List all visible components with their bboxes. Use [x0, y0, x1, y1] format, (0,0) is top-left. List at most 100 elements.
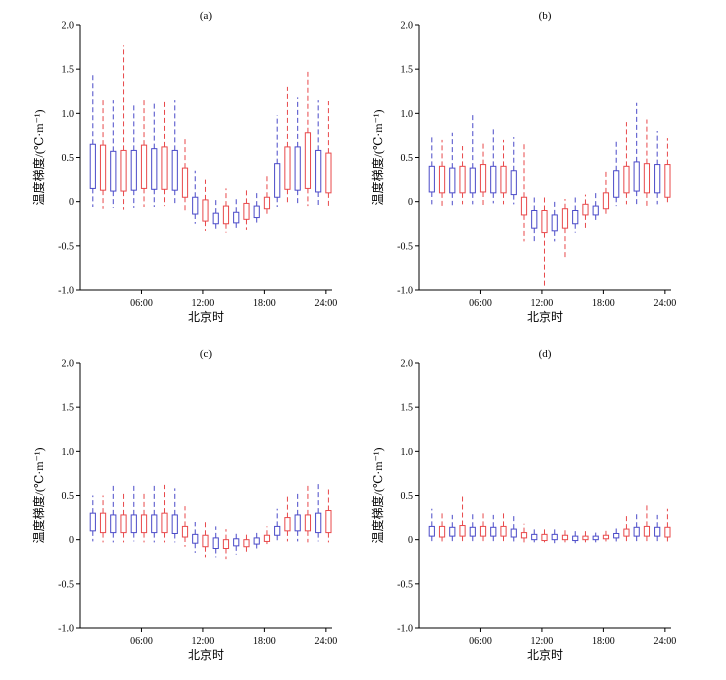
- iqr-box: [202, 534, 209, 548]
- box-red: [602, 170, 610, 215]
- box-blue: [592, 192, 599, 222]
- iqr-box: [140, 514, 148, 534]
- iqr-box: [161, 146, 168, 190]
- box-blue: [613, 526, 620, 542]
- iqr-box: [181, 525, 189, 538]
- iqr-box: [541, 533, 548, 542]
- box-red: [181, 138, 189, 213]
- iqr-box: [438, 525, 446, 538]
- box-blue: [510, 514, 517, 542]
- x-tick-label: 12:00: [531, 298, 554, 309]
- box-red: [284, 86, 291, 205]
- y-tick-label: 2.0: [401, 21, 414, 32]
- box-blue: [253, 532, 260, 549]
- box-blue: [130, 484, 137, 542]
- y-tick-label: -1.0: [397, 624, 413, 635]
- iqr-box: [212, 212, 219, 225]
- iqr-box: [274, 525, 281, 536]
- box-blue: [253, 191, 260, 226]
- x-tick-label: 06:00: [469, 636, 492, 647]
- iqr-box: [130, 514, 137, 534]
- iqr-box: [243, 202, 250, 220]
- y-tick-label: -1.0: [58, 624, 74, 635]
- iqr-box: [161, 512, 168, 534]
- panel-label: (d): [539, 348, 552, 360]
- y-axis-title: 温度梯度/(℃·m⁻¹): [370, 109, 385, 205]
- box-blue: [294, 97, 301, 207]
- box-blue: [171, 100, 178, 207]
- box-blue: [110, 484, 117, 543]
- box-blue: [510, 137, 517, 205]
- iqr-box: [561, 208, 569, 229]
- box-red: [541, 527, 548, 543]
- box-blue: [592, 532, 599, 543]
- box-red: [140, 98, 148, 207]
- y-tick-label: 0: [69, 535, 74, 546]
- box-red: [284, 493, 291, 542]
- chart-panel-d: (d) -1.0 -0.5 0 0.5 1.0 1.5 2.0 06:00 12:00 18:00 2…: [370, 348, 676, 662]
- panel-label: (a): [200, 10, 213, 22]
- iqr-box: [479, 525, 487, 537]
- chart-panel-a: (a) -1.0 -0.5 0 0.5 1.0 1.5 2.0 06:00 12:00 18:00 2…: [31, 10, 337, 324]
- iqr-box: [284, 517, 291, 532]
- x-tick-label: 24:00: [314, 298, 337, 309]
- iqr-box: [561, 534, 569, 541]
- y-tick-label: 1.5: [62, 65, 75, 76]
- x-axis-title: 北京时: [188, 310, 224, 324]
- box-red: [181, 506, 189, 547]
- box-red: [304, 71, 312, 207]
- x-tick-label: 18:00: [592, 298, 615, 309]
- box-blue: [315, 100, 322, 207]
- iqr-box: [438, 165, 446, 194]
- box-blue: [428, 508, 435, 542]
- box-blue: [274, 508, 281, 542]
- box-blue: [212, 197, 219, 230]
- box-red: [479, 513, 487, 542]
- x-tick-label: 18:00: [253, 298, 276, 309]
- box-blue: [654, 131, 661, 205]
- x-tick-label: 24:00: [653, 298, 676, 309]
- x-tick-label: 24:00: [314, 636, 337, 647]
- box-blue: [110, 100, 117, 208]
- y-tick-label: 1.0: [401, 109, 414, 120]
- iqr-box: [654, 526, 661, 537]
- y-tick-label: 2.0: [62, 21, 75, 32]
- box-blue: [233, 197, 240, 229]
- box-blue: [449, 514, 456, 542]
- y-tick-label: -0.5: [397, 579, 413, 590]
- iqr-box: [110, 514, 117, 534]
- iqr-box: [664, 526, 671, 538]
- iqr-box: [510, 170, 517, 196]
- box-red: [541, 197, 548, 289]
- box-red: [99, 97, 107, 209]
- box-blue: [613, 139, 620, 207]
- box-blue: [151, 101, 158, 207]
- box-blue: [294, 493, 301, 542]
- iqr-box: [592, 535, 599, 541]
- iqr-box: [315, 512, 322, 534]
- x-axis-title: 北京时: [188, 648, 224, 662]
- iqr-box: [294, 514, 301, 532]
- x-axis-title: 北京时: [527, 310, 563, 324]
- box-red: [643, 119, 651, 207]
- iqr-box: [428, 165, 435, 193]
- iqr-box: [459, 165, 466, 194]
- iqr-box: [192, 533, 199, 544]
- box-blue: [572, 197, 579, 233]
- iqr-box: [449, 526, 456, 537]
- iqr-box: [315, 149, 322, 193]
- y-tick-label: -0.5: [397, 241, 413, 252]
- box-red: [161, 99, 168, 207]
- box-blue: [633, 102, 640, 206]
- iqr-box: [500, 165, 507, 194]
- iqr-box: [592, 205, 599, 216]
- y-tick-label: 1.0: [62, 447, 75, 458]
- iqr-box: [274, 163, 281, 198]
- box-red: [325, 488, 332, 543]
- y-axis-title: 温度梯度/(℃·m⁻¹): [31, 109, 46, 205]
- box-red: [222, 188, 230, 233]
- box-blue: [469, 513, 476, 542]
- iqr-box: [140, 144, 148, 189]
- x-tick-label: 18:00: [253, 636, 276, 647]
